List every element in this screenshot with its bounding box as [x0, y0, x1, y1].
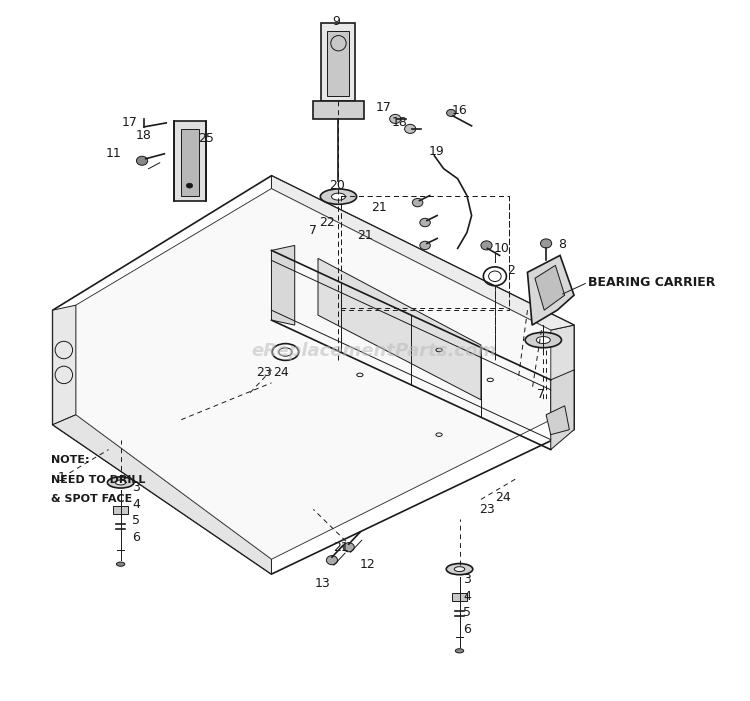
Text: 1: 1: [58, 471, 66, 484]
Bar: [113, 506, 128, 515]
Text: BEARING CARRIER: BEARING CARRIER: [588, 275, 716, 289]
Text: 4: 4: [463, 590, 471, 603]
Text: NOTE:: NOTE:: [51, 454, 89, 465]
Ellipse shape: [446, 109, 456, 116]
Polygon shape: [550, 370, 574, 449]
Text: 19: 19: [428, 145, 444, 158]
Text: 20: 20: [328, 179, 344, 192]
Polygon shape: [318, 259, 481, 400]
Polygon shape: [327, 32, 349, 96]
Ellipse shape: [332, 193, 346, 200]
Text: 13: 13: [315, 577, 331, 590]
Text: 11: 11: [105, 147, 121, 161]
Polygon shape: [53, 305, 76, 425]
Text: 23: 23: [479, 503, 495, 516]
Text: 5: 5: [133, 514, 140, 527]
Text: & SPOT FACE: & SPOT FACE: [51, 494, 132, 505]
Text: 21: 21: [370, 201, 386, 214]
Text: 8: 8: [558, 238, 566, 251]
Polygon shape: [272, 176, 574, 330]
Text: 3: 3: [463, 573, 471, 585]
Ellipse shape: [107, 477, 134, 488]
Text: 16: 16: [452, 104, 467, 118]
Text: 22: 22: [320, 216, 335, 229]
Polygon shape: [272, 245, 295, 325]
Polygon shape: [546, 406, 569, 435]
Ellipse shape: [446, 564, 472, 575]
Polygon shape: [174, 121, 206, 200]
Ellipse shape: [344, 543, 354, 552]
Text: 21: 21: [357, 229, 373, 242]
Text: 6: 6: [133, 531, 140, 544]
Polygon shape: [53, 415, 272, 574]
Text: 18: 18: [392, 116, 408, 130]
Text: 10: 10: [494, 242, 509, 255]
Text: 23: 23: [256, 367, 272, 379]
Text: 24: 24: [273, 367, 289, 379]
Ellipse shape: [390, 114, 400, 123]
Ellipse shape: [413, 198, 423, 207]
Text: 7: 7: [538, 388, 545, 402]
Ellipse shape: [525, 332, 562, 348]
Ellipse shape: [541, 239, 552, 248]
Text: 9: 9: [333, 15, 340, 28]
Ellipse shape: [116, 562, 124, 566]
Text: 6: 6: [463, 623, 471, 637]
Text: 2: 2: [507, 264, 515, 277]
Polygon shape: [321, 23, 356, 101]
Polygon shape: [527, 255, 574, 325]
Text: 7: 7: [309, 224, 317, 237]
Polygon shape: [76, 189, 550, 559]
Text: 17: 17: [122, 116, 138, 130]
Ellipse shape: [420, 218, 430, 226]
Text: 5: 5: [463, 606, 471, 620]
Text: 3: 3: [133, 481, 140, 494]
Text: 12: 12: [359, 558, 375, 571]
Text: 25: 25: [198, 132, 214, 145]
Ellipse shape: [116, 480, 126, 485]
Ellipse shape: [136, 156, 148, 165]
Text: eReplacementParts.com: eReplacementParts.com: [251, 341, 496, 360]
Text: 17: 17: [375, 102, 391, 114]
Polygon shape: [535, 266, 565, 310]
Polygon shape: [182, 129, 199, 196]
Polygon shape: [550, 325, 574, 430]
Text: 24: 24: [496, 491, 512, 504]
Ellipse shape: [455, 648, 464, 653]
Ellipse shape: [420, 241, 430, 250]
Ellipse shape: [536, 336, 550, 343]
Ellipse shape: [187, 183, 193, 188]
Text: 4: 4: [133, 498, 140, 511]
Ellipse shape: [404, 124, 416, 133]
Ellipse shape: [454, 566, 465, 571]
Bar: [452, 593, 467, 601]
Bar: [314, 101, 364, 119]
Text: 21: 21: [334, 540, 350, 554]
Text: NEED TO DRILL: NEED TO DRILL: [51, 475, 146, 484]
Ellipse shape: [326, 556, 338, 565]
Ellipse shape: [481, 241, 492, 250]
Text: 18: 18: [136, 130, 152, 142]
Ellipse shape: [320, 189, 357, 204]
